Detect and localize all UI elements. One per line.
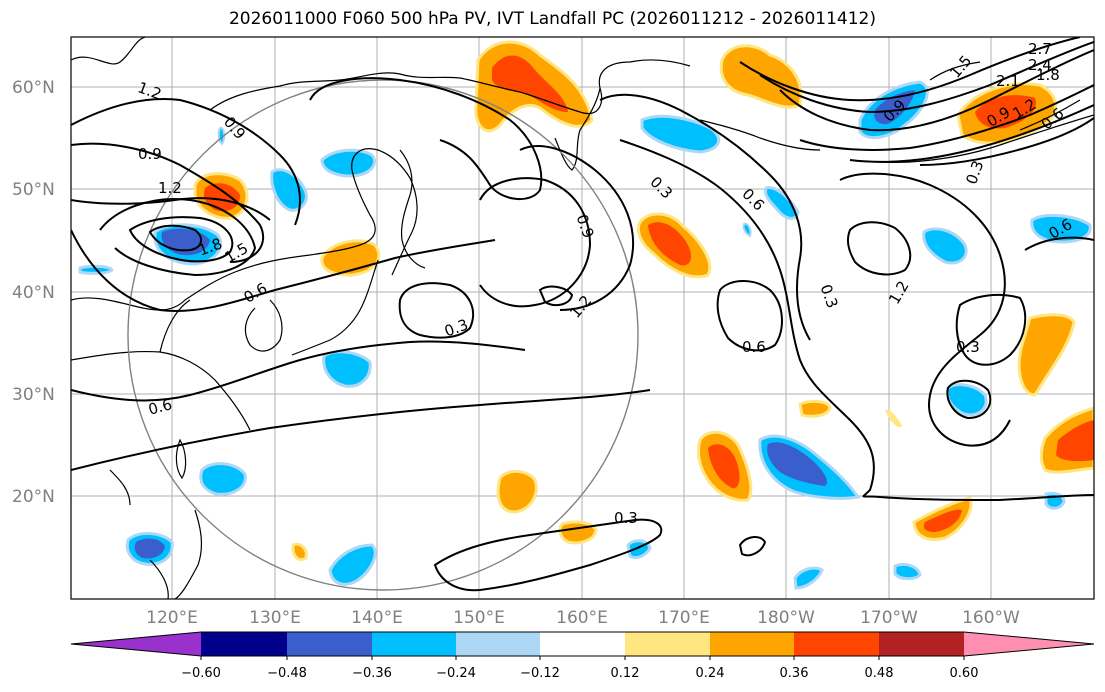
positive-anomaly [648, 222, 692, 266]
colorbar-bin [201, 632, 287, 656]
colorbar-bin [287, 632, 372, 656]
lon-label: 130°E [249, 608, 301, 628]
ivt-pc-shading [78, 40, 1094, 590]
colorbar: −0.60 −0.48 −0.36 −0.24 −0.12 0.12 0.24 … [70, 631, 1095, 681]
negative-anomaly [767, 442, 827, 486]
colorbar-bin [372, 632, 456, 656]
colorbar-tick-label: 0.48 [865, 666, 894, 681]
colorbar-tick-label: 0.24 [696, 666, 725, 681]
map-title: 2026011000 F060 500 hPa PV, IVT Landfall… [228, 9, 876, 29]
positive-anomaly [496, 470, 538, 514]
negative-anomaly [134, 538, 165, 559]
positive-anomaly [1017, 313, 1076, 397]
region-circle [127, 79, 639, 591]
colorbar-tick-label: 0.36 [780, 666, 809, 681]
positive-anomaly [558, 520, 598, 545]
longitude-labels: 120°E 130°E 140°E 150°E 160°E 170°E 180°… [146, 608, 1020, 628]
coastlines [71, 37, 1094, 599]
contour-label: 0.9 [138, 145, 162, 163]
lat-label: 40°N [12, 283, 55, 303]
lon-label: 180°W [757, 608, 815, 628]
negative-anomaly [874, 90, 915, 125]
contour-label: 0.3 [956, 338, 980, 356]
colorbar-bin [794, 632, 879, 656]
map-frame [70, 36, 1095, 600]
lon-label: 160°W [962, 608, 1020, 628]
negative-anomaly [793, 566, 824, 590]
colorbar-tick-label: −0.24 [436, 666, 476, 681]
colorbar-tick-label: 0.60 [950, 666, 979, 681]
colorbar-ticks [200, 656, 965, 660]
lon-label: 150°E [453, 608, 505, 628]
negative-anomaly [328, 543, 377, 586]
contour-label: 2.7 [1028, 40, 1052, 58]
contour-label: 2.4 [1028, 56, 1052, 74]
colorbar-underflow [71, 632, 201, 656]
contour-label: 0.6 [742, 338, 766, 356]
negative-anomaly [270, 168, 308, 212]
colorbar-tick-label: −0.36 [352, 666, 392, 681]
colorbar-bin [625, 632, 710, 656]
colorbar-overflow [964, 632, 1094, 656]
colorbar-bin [456, 632, 540, 656]
negative-anomaly [742, 222, 752, 238]
contour-label: 1.2 [158, 179, 182, 197]
negative-anomaly [199, 462, 247, 496]
negative-anomaly [640, 114, 721, 154]
colorbar-tick-label: 0.12 [611, 666, 640, 681]
lon-label: 120°E [146, 608, 198, 628]
negative-anomaly [322, 350, 372, 388]
positive-anomaly [708, 444, 740, 489]
negative-anomaly [922, 227, 968, 265]
lat-label: 50°N [12, 180, 55, 200]
colorbar-tick-label: −0.60 [181, 666, 221, 681]
pv-contours [71, 37, 1094, 592]
positive-anomaly [798, 399, 832, 418]
positive-anomaly [975, 95, 1036, 129]
lat-label: 20°N [12, 487, 55, 507]
negative-anomaly [893, 562, 922, 581]
lat-label: 60°N [12, 78, 55, 98]
colorbar-tick-label: −0.12 [520, 666, 560, 681]
lon-label: 140°E [351, 608, 403, 628]
negative-anomaly [217, 126, 226, 146]
positive-anomaly [923, 509, 962, 532]
negative-anomaly [764, 186, 800, 220]
positive-anomaly [1056, 420, 1094, 462]
positive-anomaly [492, 55, 568, 112]
contour-label: 2.1 [996, 72, 1020, 90]
positive-anomaly [885, 409, 902, 428]
contour-label: 0.6 [146, 395, 174, 419]
colorbar-bin [879, 632, 964, 656]
lon-label: 170°W [860, 608, 918, 628]
latitude-labels: 60°N 50°N 40°N 30°N 20°N [12, 78, 55, 507]
positive-anomaly [291, 542, 308, 561]
colorbar-bin [710, 632, 794, 656]
contour-label: 0.3 [614, 509, 638, 527]
lat-label: 30°N [12, 385, 55, 405]
lon-label: 170°E [658, 608, 710, 628]
gridlines [71, 37, 1094, 599]
lon-label: 160°E [556, 608, 608, 628]
contour-label: 1.8 [1036, 66, 1060, 84]
colorbar-tick-label: −0.48 [267, 666, 307, 681]
positive-anomaly [203, 183, 240, 212]
colorbar-bin [540, 632, 625, 656]
negative-anomaly [320, 148, 376, 178]
